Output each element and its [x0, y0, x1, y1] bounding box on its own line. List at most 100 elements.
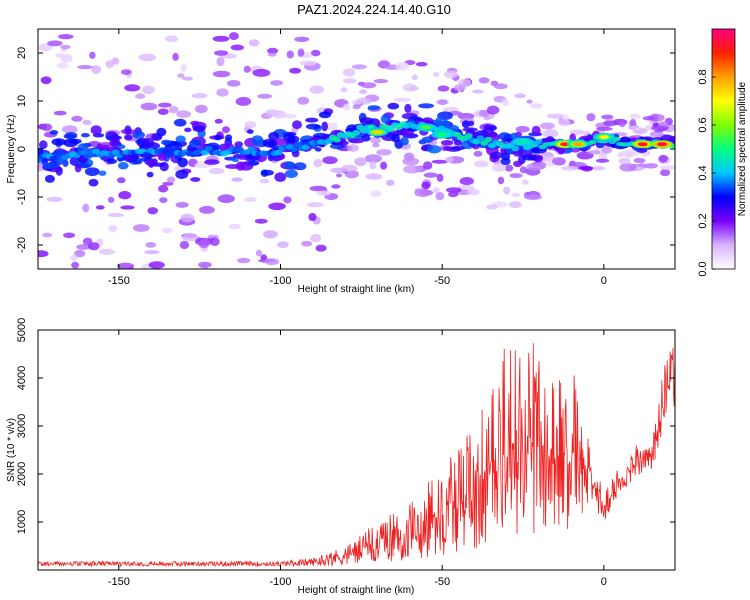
- heatmap-cell: [216, 88, 229, 97]
- heatmap-cell: [561, 114, 570, 121]
- heatmap-cell: [526, 162, 545, 171]
- heatmap-cell: [627, 125, 642, 131]
- heatmap-cell: [158, 102, 172, 108]
- heatmap-cell: [423, 161, 433, 170]
- heatmap-hotspot: [573, 142, 583, 147]
- heatmap-cell: [283, 196, 292, 204]
- heatmap-cell: [387, 126, 396, 132]
- heatmap-cell: [156, 127, 167, 137]
- heatmap-cell: [399, 137, 409, 146]
- heatmap-cell: [259, 178, 270, 184]
- heatmap-cell: [437, 85, 450, 92]
- heatmap-cell: [473, 160, 489, 168]
- heatmap-cell: [243, 65, 251, 73]
- heatmap-cell: [321, 121, 329, 132]
- heatmap-cell: [651, 125, 668, 131]
- heatmap-cell: [189, 139, 202, 148]
- heatmap-cell: [642, 116, 656, 121]
- heatmap-cell: [159, 197, 168, 204]
- heatmap-cell: [244, 197, 257, 202]
- heatmap-cell: [619, 122, 626, 128]
- heatmap-cell: [64, 132, 78, 139]
- heatmap-cell: [237, 257, 251, 264]
- heatmap-cell: [235, 96, 252, 106]
- heatmap-cell: [633, 157, 646, 164]
- heatmap-cell: [99, 144, 110, 150]
- snr-frame: [37, 329, 676, 571]
- heatmap-cell: [217, 194, 235, 204]
- heatmap-cell: [603, 120, 618, 127]
- heatmap-cell: [107, 212, 125, 218]
- heatmap-cell: [70, 254, 78, 261]
- heatmap-cell: [331, 184, 341, 189]
- y-tick-label: -10: [16, 189, 28, 205]
- heatmap-cell: [454, 139, 463, 146]
- heatmap-hotspot: [437, 132, 448, 137]
- heatmap-cell: [60, 44, 71, 50]
- heatmap-cell: [352, 129, 361, 136]
- heatmap-cell: [351, 64, 367, 70]
- heatmap-cell: [514, 93, 526, 99]
- heatmap-cell: [489, 151, 504, 159]
- colorbar-tick-label: 0.8: [697, 69, 709, 84]
- y-tick-label: 5000: [16, 318, 28, 342]
- heatmap-cell: [297, 96, 310, 105]
- chart-title: PAZ1.2024.224.14.40.G10: [297, 2, 451, 17]
- heatmap-cell: [157, 108, 169, 115]
- heatmap-cell: [310, 49, 321, 57]
- heatmap-cell: [138, 53, 156, 62]
- heatmap-cell: [483, 115, 490, 121]
- heatmap-cell: [135, 93, 146, 99]
- heatmap-cell: [244, 121, 257, 129]
- heatmap-cell: [467, 120, 475, 127]
- heatmap-cell: [411, 74, 418, 80]
- heatmap-cell: [356, 97, 372, 105]
- heatmap-cell: [515, 125, 530, 133]
- heatmap-cell: [404, 103, 412, 113]
- heatmap-cell: [49, 155, 58, 162]
- spectrogram-y-axis-label: Frequency (Hz): [6, 115, 17, 184]
- heatmap-cell: [200, 149, 209, 156]
- heatmap-cell: [315, 244, 327, 252]
- heatmap-cell: [462, 127, 478, 132]
- heatmap-cell: [118, 162, 129, 170]
- heatmap-cell: [255, 249, 263, 257]
- heatmap-cell: [268, 202, 286, 211]
- heatmap-cell: [281, 113, 297, 119]
- heatmap-cell: [164, 35, 179, 42]
- heatmap-cell: [51, 138, 66, 146]
- heatmap-cell: [191, 93, 208, 99]
- heatmap-cell: [369, 136, 382, 144]
- heatmap-cell: [62, 159, 69, 167]
- heatmap-cell: [146, 171, 154, 178]
- heatmap-cell: [521, 179, 529, 185]
- heatmap-cell: [588, 139, 597, 145]
- heatmap-cell: [289, 67, 301, 74]
- heatmap-cell: [336, 173, 342, 178]
- heatmap-cell: [367, 105, 380, 111]
- heatmap-cell: [148, 261, 165, 269]
- heatmap-hotspot: [518, 139, 528, 144]
- heatmap-cell: [305, 123, 321, 130]
- heatmap-cell: [257, 93, 273, 99]
- x-tick-label: -50: [434, 576, 450, 588]
- y-tick-label: 2000: [16, 462, 28, 486]
- heatmap-cell: [473, 150, 483, 157]
- heatmap-cell: [161, 139, 171, 145]
- heatmap-cell: [277, 241, 289, 249]
- heatmap-cell: [486, 204, 498, 210]
- snr-y-axis-label: SNR (10 * v/v): [6, 418, 17, 482]
- heatmap-cell: [558, 119, 571, 127]
- heatmap-cell: [165, 152, 174, 158]
- heatmap-cell: [284, 161, 295, 170]
- heatmap-cell: [301, 144, 310, 150]
- heatmap-cell: [617, 152, 624, 158]
- heatmap-cell: [204, 159, 220, 165]
- heatmap-cell: [204, 145, 213, 152]
- y-tick-label: -20: [16, 237, 28, 253]
- heatmap-cell: [459, 177, 474, 186]
- heatmap-cell: [43, 162, 59, 169]
- heatmap-cell: [222, 126, 230, 134]
